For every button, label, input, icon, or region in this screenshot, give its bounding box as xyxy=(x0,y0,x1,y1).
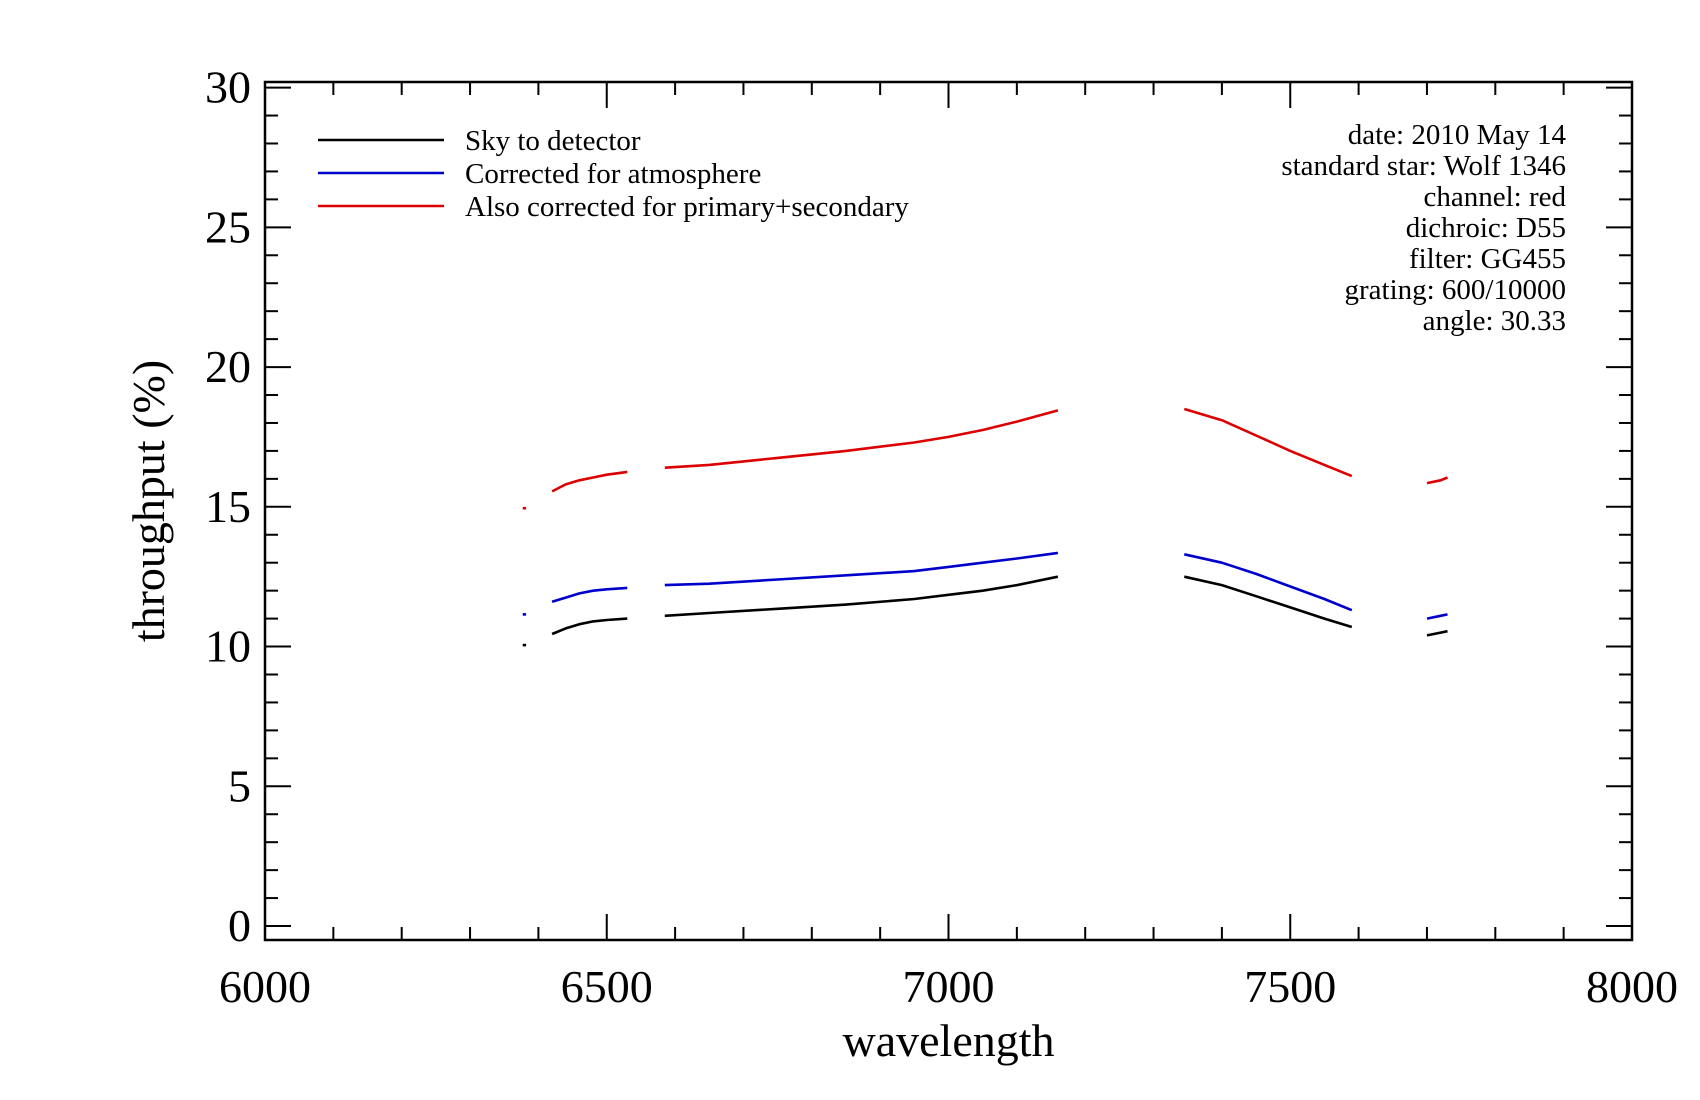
plot-frame xyxy=(263,80,1634,942)
x-tick-label: 6000 xyxy=(219,961,311,1012)
info-annotation: date: 2010 May 14 xyxy=(1348,119,1567,151)
x-tick-label: 7500 xyxy=(1244,961,1336,1012)
x-tick-label: 6500 xyxy=(561,961,653,1012)
axis-ticks xyxy=(264,82,1633,940)
series-3 xyxy=(522,407,1448,510)
y-tick-label: 20 xyxy=(205,341,251,392)
y-axis-title: throughput (%) xyxy=(123,360,174,642)
info-annotation: filter: GG455 xyxy=(1409,243,1566,275)
y-tick-label: 0 xyxy=(228,900,251,951)
series-line-segment xyxy=(664,551,1059,587)
series-1 xyxy=(522,575,1448,647)
series-line-segment xyxy=(551,617,628,636)
series-line-segment xyxy=(1426,613,1448,620)
series-line-segment xyxy=(551,586,628,604)
legend-entry: Corrected for atmosphere xyxy=(465,158,761,190)
x-axis-title: wavelength xyxy=(842,1015,1054,1066)
y-tick-label: 10 xyxy=(205,621,251,672)
info-annotation: standard star: Wolf 1346 xyxy=(1281,150,1566,182)
series-line-segment xyxy=(1184,575,1353,629)
legend-entry: Also corrected for primary+secondary xyxy=(465,191,909,223)
info-annotation: dichroic: D55 xyxy=(1406,212,1566,244)
y-tick-label: 5 xyxy=(228,760,251,811)
info-annotation: angle: 30.33 xyxy=(1423,305,1566,337)
x-tick-label: 8000 xyxy=(1586,961,1678,1012)
series-line-segment xyxy=(1184,553,1353,612)
series-line-segment xyxy=(551,470,628,493)
series-line-segment xyxy=(1183,407,1353,478)
info-annotation: channel: red xyxy=(1423,181,1566,213)
y-tick-label: 30 xyxy=(205,62,251,113)
series-line-segment xyxy=(1426,629,1448,637)
series-line-segment xyxy=(664,575,1059,618)
plot-series xyxy=(522,407,1448,647)
series-2 xyxy=(522,551,1448,620)
tick-labels: 6000 6500 7000 7500 8000 0 5 10 15 20 25 30 xyxy=(205,62,1678,1012)
x-tick-label: 7000 xyxy=(903,961,995,1012)
series-line-segment xyxy=(664,409,1059,469)
legend-entry: Sky to detector xyxy=(465,125,641,157)
series-line-segment xyxy=(1426,476,1448,485)
y-tick-label: 15 xyxy=(205,481,251,532)
info-annotation: grating: 600/10000 xyxy=(1344,274,1566,306)
y-tick-label: 25 xyxy=(205,201,251,252)
